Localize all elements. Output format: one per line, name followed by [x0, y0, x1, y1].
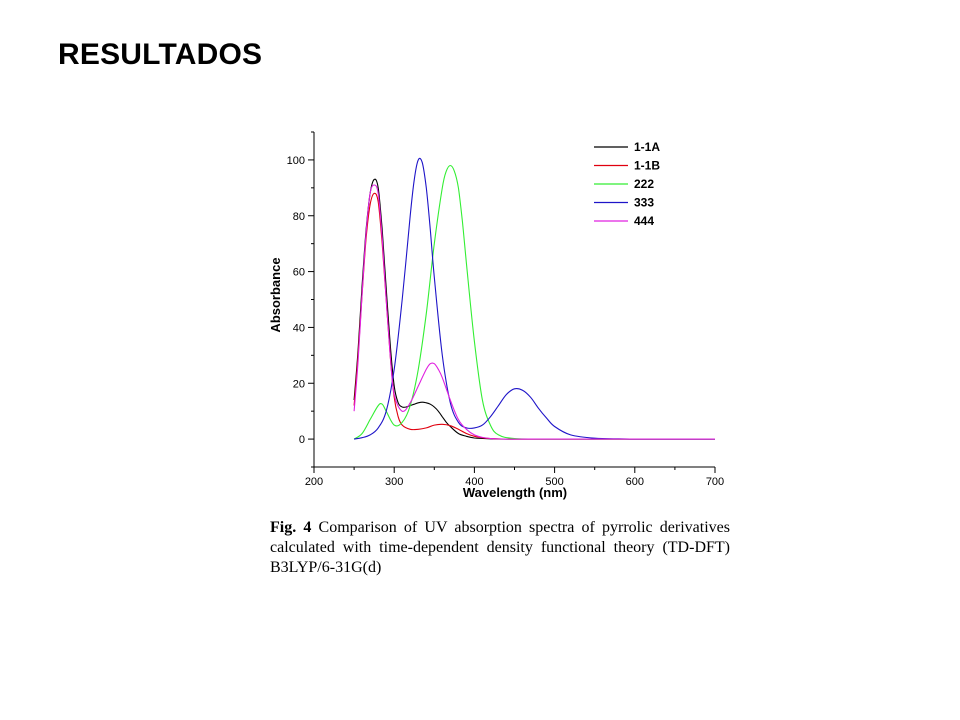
x-tick-label: 600 — [626, 476, 644, 488]
series-layer — [353, 157, 715, 440]
legend-label-333: 333 — [634, 196, 654, 210]
x-tick-label: 500 — [545, 476, 563, 488]
series-line-333 — [354, 157, 715, 440]
x-tick-label: 700 — [706, 476, 724, 488]
figure-caption: Fig. 4 Comparison of UV absorption spect… — [270, 518, 730, 578]
series-line-222 — [353, 164, 715, 440]
y-tick-label: 100 — [287, 155, 305, 167]
series-line-1-1A — [353, 178, 715, 440]
figure-label: Fig. 4 — [270, 519, 312, 536]
x-tick-label: 400 — [465, 476, 483, 488]
legend-label-1-1B: 1-1B — [634, 159, 660, 173]
slide-title: RESULTADOS — [58, 38, 263, 71]
y-tick-label: 20 — [293, 378, 305, 390]
y-tick-label: 40 — [293, 322, 305, 334]
x-tick-label: 200 — [305, 476, 323, 488]
legend-label-444: 444 — [634, 214, 654, 228]
series-line-444 — [353, 184, 715, 440]
x-axis-label: Wavelength (nm) — [463, 485, 567, 500]
caption-text: Comparison of UV absorption spectra of p… — [270, 519, 731, 576]
legend-label-222: 222 — [634, 177, 654, 191]
y-tick-label: 0 — [299, 434, 305, 446]
y-tick-label: 60 — [293, 267, 305, 279]
chart-axes: 200 300 400 500 600 700 0 20 40 60 80 100 — [287, 131, 724, 488]
chart-legend: 1-1A 1-1B 222 333 444 — [594, 140, 660, 228]
y-axis-label: Absorbance — [268, 257, 283, 332]
y-tick-label: 80 — [293, 211, 305, 223]
legend-label-1-1A: 1-1A — [634, 140, 660, 154]
x-tick-label: 300 — [385, 476, 403, 488]
